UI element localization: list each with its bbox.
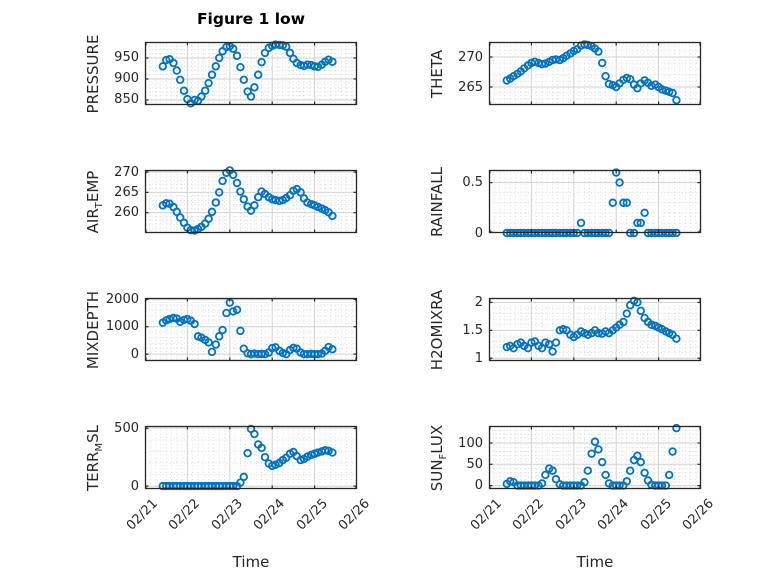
y-tick-label: 265 — [458, 79, 483, 95]
y-tick-label: 260 — [114, 205, 139, 221]
y-tick-label: 0.5 — [462, 175, 483, 191]
y-tick-label: 2 — [474, 294, 483, 310]
y-tick-label: 850 — [114, 92, 139, 108]
y-tick-label: 500 — [114, 420, 139, 436]
y-tick-label: 2000 — [105, 291, 139, 307]
axis-ticks — [145, 42, 357, 105]
y-axis-label-terrmsl: TERRMSL — [84, 373, 105, 543]
y-tick-label: 0 — [474, 225, 483, 241]
ylabel-subscript: M — [94, 442, 105, 452]
subplot-mixdepth-plot — [144, 297, 358, 362]
subplot-h2omixra-plot — [488, 296, 702, 362]
axis-ticks — [489, 170, 701, 233]
data-markers — [158, 424, 337, 491]
y-tick-label: 0 — [130, 346, 139, 362]
y-tick-label: 100 — [458, 435, 483, 451]
y-tick-label: 0 — [130, 478, 139, 494]
y-tick-label: 270 — [458, 49, 483, 65]
data-markers — [502, 40, 681, 105]
axis-ticks — [489, 426, 701, 489]
axis-ticks — [145, 298, 357, 361]
y-tick-label: 0 — [474, 478, 483, 494]
axis-box — [144, 41, 358, 106]
x-axis-label-right: Time — [576, 553, 614, 571]
axis-box — [488, 425, 702, 490]
axis-box — [488, 297, 702, 362]
axis-box — [144, 297, 358, 362]
data-markers — [158, 40, 337, 108]
data-markers — [502, 296, 681, 356]
y-tick-label: 1.5 — [462, 322, 483, 338]
axis-ticks — [145, 426, 357, 489]
y-tick-label: 265 — [114, 184, 139, 200]
axis-box — [144, 425, 358, 490]
y-tick-label: 50 — [466, 456, 483, 472]
data-markers — [158, 298, 337, 359]
axis-box — [488, 41, 702, 106]
y-tick-label: 900 — [114, 71, 139, 87]
axis-box — [488, 169, 702, 234]
figure-title: Figure 1 low — [196, 10, 306, 28]
subplot-pressure-plot — [144, 40, 358, 108]
x-axis-label-left: Time — [232, 553, 270, 571]
y-tick-label: 1000 — [105, 319, 139, 335]
axis-box — [144, 169, 358, 234]
y-tick-label: 270 — [114, 164, 139, 180]
minor-grid — [489, 170, 701, 233]
y-tick-label: 950 — [114, 50, 139, 66]
subplot-airtemp-plot — [144, 166, 358, 235]
subplot-theta-plot — [488, 40, 702, 106]
major-grid — [145, 426, 357, 489]
axis-ticks — [145, 170, 357, 233]
axis-ticks — [489, 42, 701, 105]
axis-ticks — [489, 298, 701, 361]
subplot-sunflux-plot — [488, 423, 702, 490]
subplot-rainfall-plot — [488, 168, 702, 238]
y-tick-label: 1 — [474, 350, 483, 366]
minor-grid — [489, 426, 701, 489]
subplot-terrmsl-plot — [144, 424, 358, 491]
